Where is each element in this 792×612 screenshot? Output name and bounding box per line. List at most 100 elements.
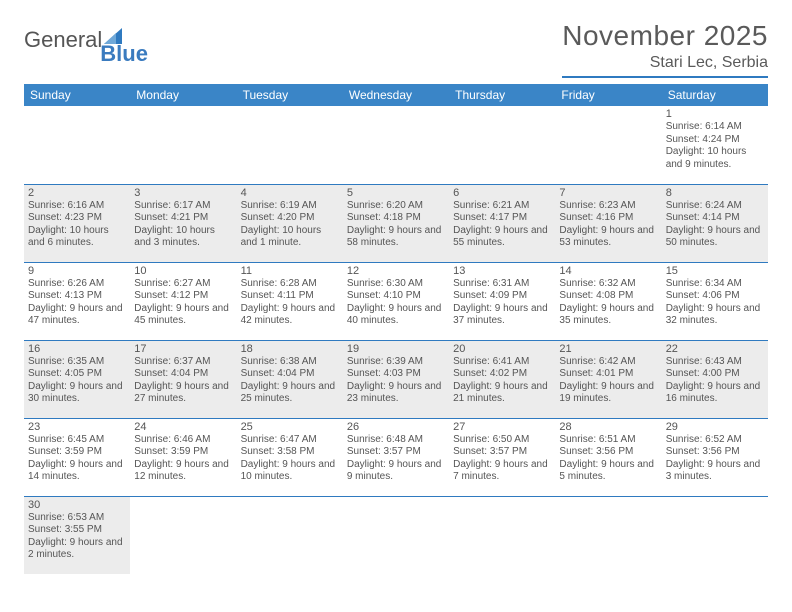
day-cell: 23Sunrise: 6:45 AMSunset: 3:59 PMDayligh… xyxy=(24,418,130,496)
sunset-line: Sunset: 3:55 PM xyxy=(28,524,126,537)
sunrise-line: Sunrise: 6:16 AM xyxy=(28,200,126,213)
day-number: 23 xyxy=(28,421,126,433)
calendar-row: 2Sunrise: 6:16 AMSunset: 4:23 PMDaylight… xyxy=(24,184,768,262)
daylight-line: Daylight: 9 hours and 37 minutes. xyxy=(453,303,551,328)
daylight-line: Daylight: 9 hours and 30 minutes. xyxy=(28,381,126,406)
day-cell: 27Sunrise: 6:50 AMSunset: 3:57 PMDayligh… xyxy=(449,418,555,496)
day-cell: 5Sunrise: 6:20 AMSunset: 4:18 PMDaylight… xyxy=(343,184,449,262)
day-cell: 7Sunrise: 6:23 AMSunset: 4:16 PMDaylight… xyxy=(555,184,661,262)
sunrise-line: Sunrise: 6:34 AM xyxy=(666,278,764,291)
sunset-line: Sunset: 4:04 PM xyxy=(241,368,339,381)
day-cell: 10Sunrise: 6:27 AMSunset: 4:12 PMDayligh… xyxy=(130,262,236,340)
day-cell: 14Sunrise: 6:32 AMSunset: 4:08 PMDayligh… xyxy=(555,262,661,340)
daylight-line: Daylight: 9 hours and 2 minutes. xyxy=(28,537,126,562)
day-cell: 22Sunrise: 6:43 AMSunset: 4:00 PMDayligh… xyxy=(662,340,768,418)
sunset-line: Sunset: 4:11 PM xyxy=(241,290,339,303)
sunset-line: Sunset: 4:08 PM xyxy=(559,290,657,303)
day-number: 7 xyxy=(559,187,657,199)
empty-cell xyxy=(449,106,555,184)
sunrise-line: Sunrise: 6:51 AM xyxy=(559,434,657,447)
empty-cell xyxy=(449,496,555,574)
sunset-line: Sunset: 4:09 PM xyxy=(453,290,551,303)
daylight-line: Daylight: 9 hours and 16 minutes. xyxy=(666,381,764,406)
sunset-line: Sunset: 4:20 PM xyxy=(241,212,339,225)
daylight-line: Daylight: 9 hours and 32 minutes. xyxy=(666,303,764,328)
day-number: 19 xyxy=(347,343,445,355)
sunset-line: Sunset: 4:04 PM xyxy=(134,368,232,381)
day-number: 6 xyxy=(453,187,551,199)
empty-cell xyxy=(130,496,236,574)
sunrise-line: Sunrise: 6:21 AM xyxy=(453,200,551,213)
month-title: November 2025 xyxy=(562,20,768,52)
empty-cell xyxy=(555,106,661,184)
calendar-table: SundayMondayTuesdayWednesdayThursdayFrid… xyxy=(24,84,768,574)
day-number: 2 xyxy=(28,187,126,199)
day-cell: 28Sunrise: 6:51 AMSunset: 3:56 PMDayligh… xyxy=(555,418,661,496)
sunset-line: Sunset: 4:17 PM xyxy=(453,212,551,225)
sunset-line: Sunset: 3:57 PM xyxy=(347,446,445,459)
day-number: 30 xyxy=(28,499,126,511)
calendar-row: 1Sunrise: 6:14 AMSunset: 4:24 PMDaylight… xyxy=(24,106,768,184)
day-cell: 25Sunrise: 6:47 AMSunset: 3:58 PMDayligh… xyxy=(237,418,343,496)
daylight-line: Daylight: 9 hours and 45 minutes. xyxy=(134,303,232,328)
day-cell: 3Sunrise: 6:17 AMSunset: 4:21 PMDaylight… xyxy=(130,184,236,262)
sunset-line: Sunset: 3:56 PM xyxy=(666,446,764,459)
day-number: 20 xyxy=(453,343,551,355)
day-number: 12 xyxy=(347,265,445,277)
day-cell: 19Sunrise: 6:39 AMSunset: 4:03 PMDayligh… xyxy=(343,340,449,418)
sunrise-line: Sunrise: 6:39 AM xyxy=(347,356,445,369)
sunrise-line: Sunrise: 6:38 AM xyxy=(241,356,339,369)
weekday-header: Tuesday xyxy=(237,84,343,106)
sunrise-line: Sunrise: 6:23 AM xyxy=(559,200,657,213)
sunrise-line: Sunrise: 6:24 AM xyxy=(666,200,764,213)
sunrise-line: Sunrise: 6:14 AM xyxy=(666,121,764,134)
day-number: 22 xyxy=(666,343,764,355)
day-number: 25 xyxy=(241,421,339,433)
daylight-line: Daylight: 9 hours and 25 minutes. xyxy=(241,381,339,406)
daylight-line: Daylight: 9 hours and 27 minutes. xyxy=(134,381,232,406)
empty-cell xyxy=(662,496,768,574)
calendar-row: 23Sunrise: 6:45 AMSunset: 3:59 PMDayligh… xyxy=(24,418,768,496)
sunset-line: Sunset: 4:00 PM xyxy=(666,368,764,381)
sunset-line: Sunset: 4:06 PM xyxy=(666,290,764,303)
day-cell: 20Sunrise: 6:41 AMSunset: 4:02 PMDayligh… xyxy=(449,340,555,418)
sunrise-line: Sunrise: 6:46 AM xyxy=(134,434,232,447)
day-number: 11 xyxy=(241,265,339,277)
day-cell: 16Sunrise: 6:35 AMSunset: 4:05 PMDayligh… xyxy=(24,340,130,418)
daylight-line: Daylight: 10 hours and 3 minutes. xyxy=(134,225,232,250)
sunrise-line: Sunrise: 6:41 AM xyxy=(453,356,551,369)
sunset-line: Sunset: 4:03 PM xyxy=(347,368,445,381)
day-cell: 13Sunrise: 6:31 AMSunset: 4:09 PMDayligh… xyxy=(449,262,555,340)
sunset-line: Sunset: 3:57 PM xyxy=(453,446,551,459)
day-number: 28 xyxy=(559,421,657,433)
day-number: 5 xyxy=(347,187,445,199)
weekday-header: Thursday xyxy=(449,84,555,106)
calendar-row: 9Sunrise: 6:26 AMSunset: 4:13 PMDaylight… xyxy=(24,262,768,340)
sunset-line: Sunset: 3:59 PM xyxy=(28,446,126,459)
sunset-line: Sunset: 4:16 PM xyxy=(559,212,657,225)
day-number: 4 xyxy=(241,187,339,199)
daylight-line: Daylight: 9 hours and 42 minutes. xyxy=(241,303,339,328)
sunrise-line: Sunrise: 6:30 AM xyxy=(347,278,445,291)
sunset-line: Sunset: 4:14 PM xyxy=(666,212,764,225)
empty-cell xyxy=(130,106,236,184)
day-number: 27 xyxy=(453,421,551,433)
sunrise-line: Sunrise: 6:20 AM xyxy=(347,200,445,213)
sunset-line: Sunset: 3:56 PM xyxy=(559,446,657,459)
daylight-line: Daylight: 9 hours and 55 minutes. xyxy=(453,225,551,250)
daylight-line: Daylight: 9 hours and 53 minutes. xyxy=(559,225,657,250)
daylight-line: Daylight: 10 hours and 6 minutes. xyxy=(28,225,126,250)
weekday-header: Friday xyxy=(555,84,661,106)
daylight-line: Daylight: 9 hours and 40 minutes. xyxy=(347,303,445,328)
daylight-line: Daylight: 9 hours and 5 minutes. xyxy=(559,459,657,484)
daylight-line: Daylight: 9 hours and 19 minutes. xyxy=(559,381,657,406)
sunset-line: Sunset: 4:10 PM xyxy=(347,290,445,303)
day-number: 1 xyxy=(666,108,764,120)
daylight-line: Daylight: 9 hours and 9 minutes. xyxy=(347,459,445,484)
sunset-line: Sunset: 3:59 PM xyxy=(134,446,232,459)
empty-cell xyxy=(343,496,449,574)
daylight-line: Daylight: 9 hours and 35 minutes. xyxy=(559,303,657,328)
daylight-line: Daylight: 9 hours and 12 minutes. xyxy=(134,459,232,484)
empty-cell xyxy=(237,496,343,574)
title-block: November 2025 Stari Lec, Serbia xyxy=(562,20,768,78)
